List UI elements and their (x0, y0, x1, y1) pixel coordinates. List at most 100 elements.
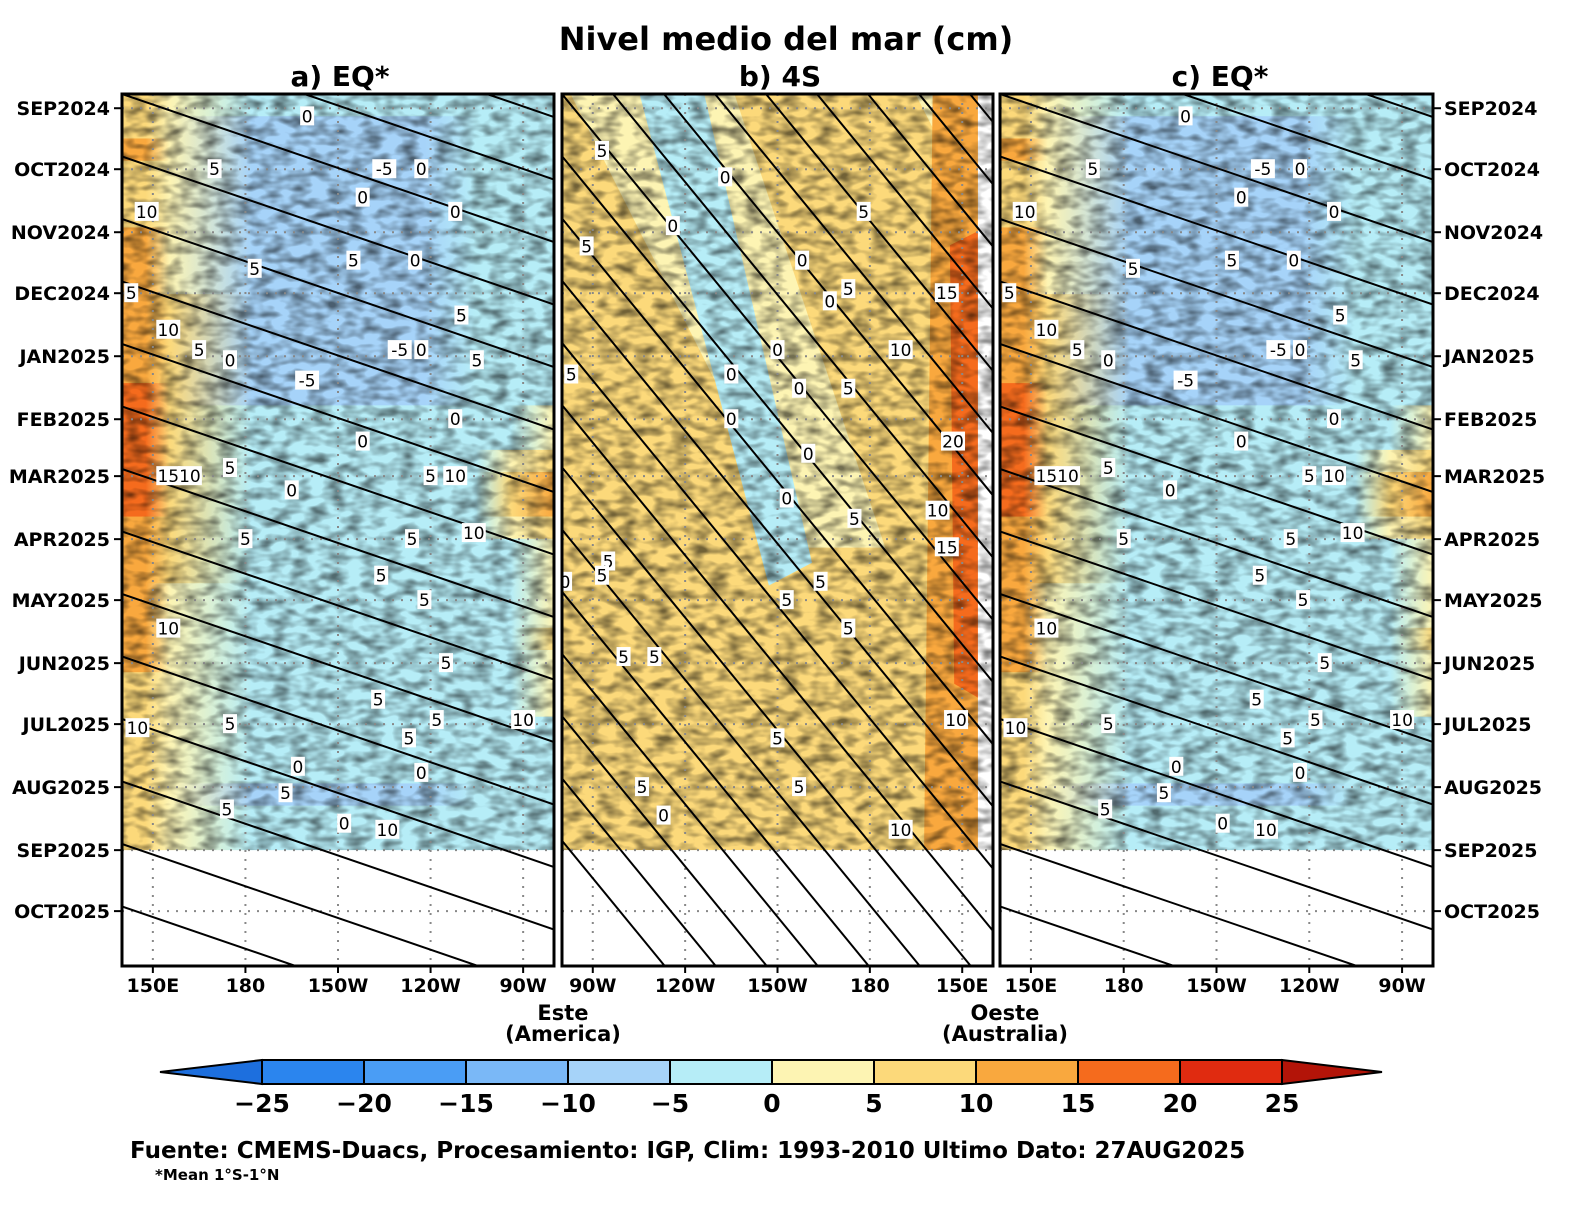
contour-label-bg (934, 537, 959, 557)
contour-label: 5 (1282, 729, 1293, 749)
contour-label: 0 (797, 252, 808, 272)
contour-label-bg (443, 466, 468, 486)
contour-label-bg (439, 653, 453, 673)
contour-label-bg (223, 458, 237, 478)
contour-label-bg (1283, 529, 1298, 549)
contour-label-bg (374, 565, 389, 585)
contour-label-bg (770, 340, 785, 360)
contour-label-bg (1249, 689, 1264, 709)
contour-label: 0 (410, 252, 421, 272)
y-tick-label-left: OCT2025 (14, 901, 110, 923)
contour-label-bg (1250, 159, 1275, 179)
mean-note: *Mean 1°S-1°N (155, 1166, 279, 1184)
contour-label: 0 (450, 203, 461, 223)
contour-label: 0 (726, 410, 737, 430)
contour-label: 0 (1295, 764, 1306, 784)
contour-label-bg (156, 618, 181, 638)
colorbar-tick-label: 25 (1265, 1089, 1300, 1118)
contour-label: 5 (1304, 467, 1315, 487)
contour-label: 10 (1005, 719, 1027, 739)
contour-label-bg (822, 291, 837, 311)
contour-label-bg (1253, 819, 1278, 839)
y-axis-left: SEP2024 OCT2024 NOV2024 DEC2024 JAN2025 FEB20… (9, 98, 122, 923)
contour-label-bg (454, 305, 469, 325)
contour-label-bg (925, 500, 950, 520)
y-tick-label-right: JUL2025 (1442, 714, 1532, 736)
x-tick-label: 150W (308, 975, 369, 997)
contour-label: 5 (240, 530, 251, 550)
contour-label-bg (1101, 714, 1116, 734)
contour-label-bg (124, 283, 139, 303)
contour-label-bg (408, 250, 423, 270)
colorbar-tick-label: −10 (540, 1089, 596, 1118)
contour-label: 5 (225, 459, 236, 479)
contour-label-bg (888, 340, 913, 360)
y-tick-label-left: SEP2025 (17, 840, 110, 862)
colorbar-swatch (261, 1059, 365, 1085)
contour-label: 5 (209, 160, 220, 180)
y-tick-label-left: NOV2024 (11, 222, 110, 244)
contour-label-bg (1348, 350, 1363, 370)
contour-label: 5 (407, 530, 418, 550)
contour-label: -5 (1254, 160, 1271, 180)
contour-label: 5 (1103, 715, 1114, 735)
contour-label: 5 (280, 784, 291, 804)
x-tick-label: 150W (747, 975, 808, 997)
y-tick-label-right: AUG2025 (1444, 777, 1542, 799)
contour-label: 5 (849, 510, 860, 530)
source-caption: Fuente: CMEMS-Duacs, Procesamiento: IGP,… (130, 1138, 1245, 1164)
contour-label-bg (1293, 340, 1308, 360)
contour-label: 0 (1236, 433, 1247, 453)
colorbar-tick-label: 5 (865, 1089, 882, 1118)
contour-label-bg (355, 187, 370, 207)
contour-label-bg (1070, 340, 1085, 360)
contour-label: 5 (376, 567, 387, 587)
figure-title: Nivel medio del mar (cm) (559, 20, 1014, 58)
contour-label: 5 (1227, 252, 1238, 272)
contour-label: 5 (431, 711, 442, 731)
contour-label: 10 (136, 203, 158, 223)
contour-label: 5 (566, 366, 577, 386)
contour-label-bg (1101, 350, 1116, 370)
contour-label-bg (562, 571, 573, 591)
contour-label: 5 (1087, 160, 1098, 180)
x-tick-label: 120W (655, 975, 716, 997)
y-tick-label-right: MAR2025 (1444, 466, 1545, 488)
contour-label: 5 (419, 591, 430, 611)
contour-label: 20 (942, 433, 964, 453)
contour-label: 5 (649, 648, 660, 668)
contour-label-bg (125, 718, 150, 738)
contour-label: 5 (249, 260, 260, 280)
contour-label-bg (579, 236, 594, 256)
x-tick-label: 180 (226, 975, 266, 997)
y-tick-label-left: FEB2025 (17, 409, 110, 431)
contour-label-bg (635, 777, 650, 797)
contour-label-bg (940, 431, 965, 451)
contour-label-bg (1234, 187, 1249, 207)
contour-label-bg (1333, 305, 1348, 325)
contour-label-bg (207, 159, 222, 179)
x-tick-label: 120W (400, 975, 461, 997)
x-tick-label: 90W (569, 975, 616, 997)
contour-label-bg (295, 370, 320, 390)
colorbar-swatch (771, 1059, 875, 1085)
contour-label-bg (792, 777, 807, 797)
x-tick-label: 90W (499, 975, 546, 997)
x-tick-label: 150E (936, 975, 989, 997)
contour-label-bg (718, 167, 733, 187)
contour-label: 10 (157, 620, 179, 640)
contour-label: 10 (1391, 711, 1413, 731)
contour-label: 5 (471, 351, 482, 371)
contour-label-bg (1390, 710, 1415, 730)
contour-label: 0 (1217, 815, 1228, 835)
contour-label-bg (595, 140, 610, 160)
contour-label-bg (511, 710, 536, 730)
contour-label: 0 (658, 807, 669, 827)
contour-label-bg (414, 762, 429, 782)
y-tick-label-right: MAY2025 (1444, 590, 1542, 612)
x-tick-label: 120W (1279, 975, 1340, 997)
colorbar-swatch (873, 1059, 977, 1085)
contour-label-bg (1056, 466, 1081, 486)
contour-label: 0 (1288, 252, 1299, 272)
